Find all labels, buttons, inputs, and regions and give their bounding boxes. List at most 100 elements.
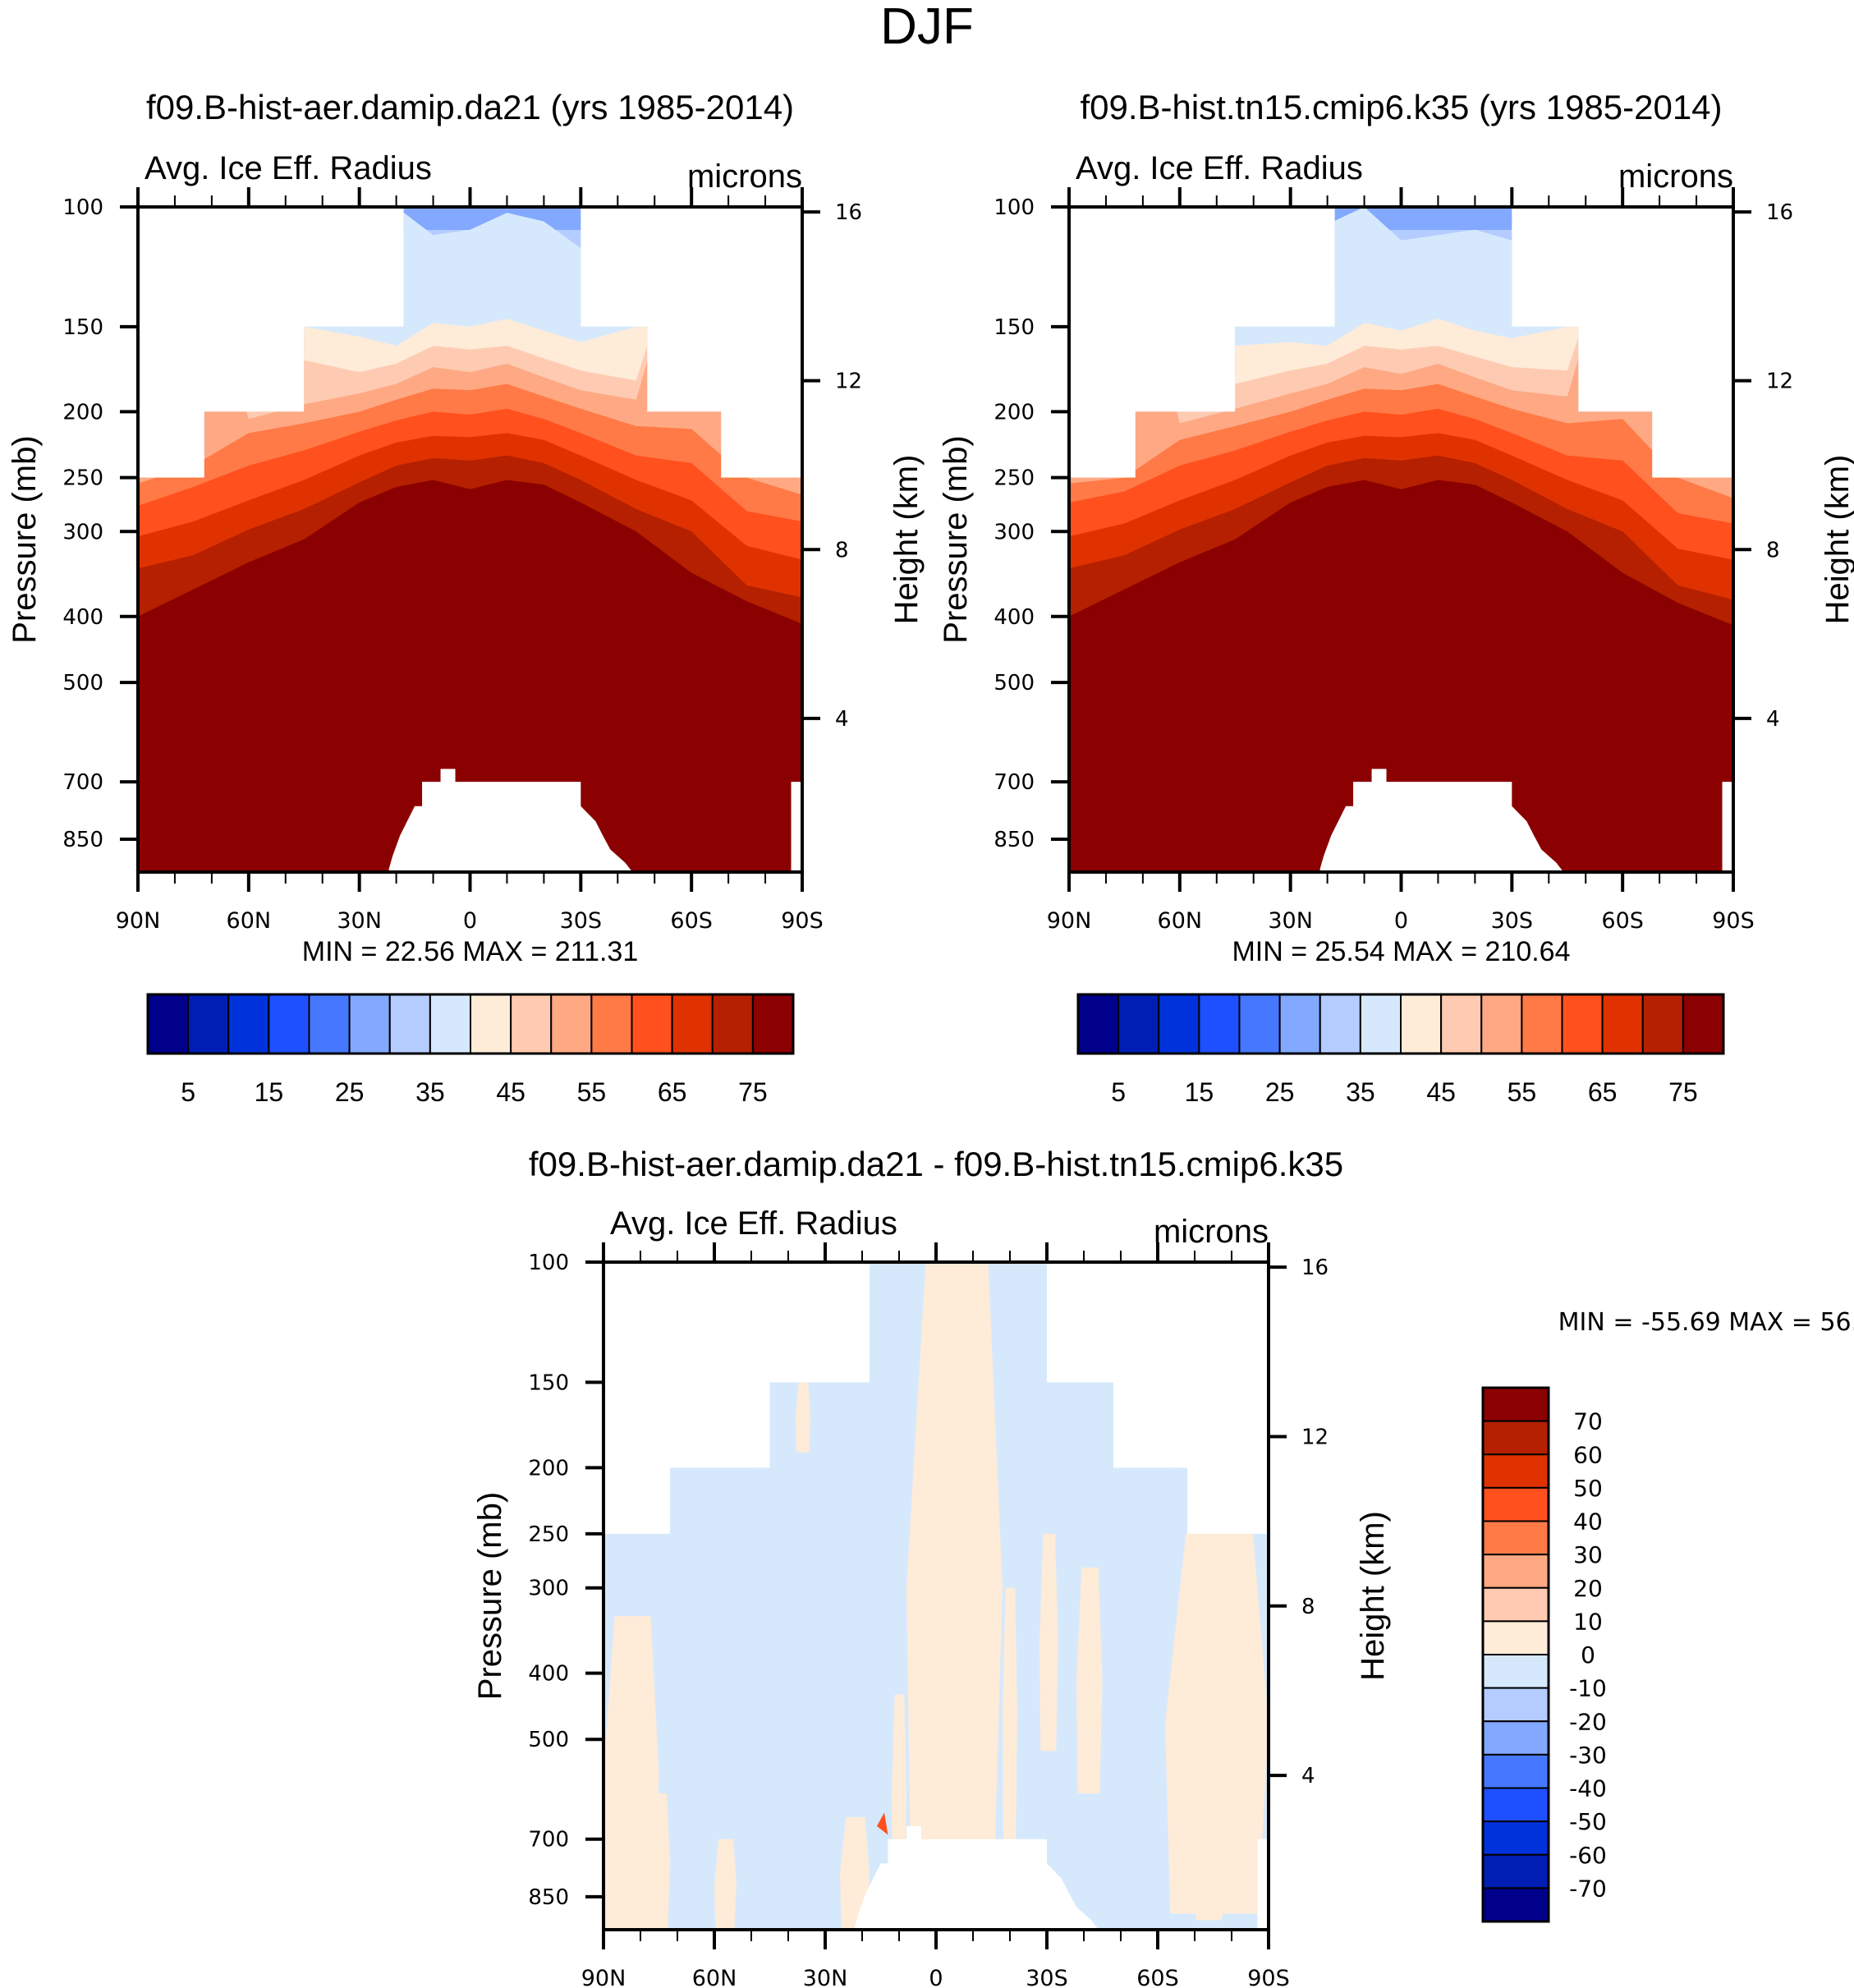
colorbar-box	[590, 994, 633, 1054]
colorbar-box	[1440, 994, 1483, 1054]
colorbar-label: 25	[1265, 1077, 1295, 1107]
right-string: microns	[687, 158, 802, 195]
y-tick-label-left: 150	[994, 315, 1035, 340]
x-tick-label: 90S	[1712, 908, 1755, 934]
surface-topography-antarctica	[791, 782, 802, 872]
colorbar-box	[671, 994, 714, 1054]
y-tick-label-right: 8	[1766, 538, 1780, 562]
colorbar-frame	[146, 993, 795, 1055]
contour-fill-0-10	[714, 1839, 737, 1930]
y-tick-label-left: 200	[994, 400, 1035, 425]
contour-fill-0-10	[1165, 1533, 1269, 1914]
colorbar-label: 65	[1588, 1077, 1618, 1107]
colorbar-box	[1482, 1586, 1549, 1623]
colorbar-box	[1482, 1520, 1549, 1556]
colorbar-label: -70	[1569, 1875, 1607, 1902]
contour-fill-level-75	[138, 480, 802, 872]
colorbar-box	[1482, 1820, 1549, 1856]
y-tick-label-right: 16	[835, 200, 862, 225]
x-tick-label: 60N	[1158, 908, 1203, 934]
min-max-stats: MIN = -55.69 MAX = 56.70	[1558, 1308, 1854, 1337]
colorbar-label: 35	[415, 1077, 445, 1107]
colorbar-box	[1561, 994, 1604, 1054]
colorbar-label: 30	[1573, 1541, 1603, 1568]
colorbar-box	[1359, 994, 1402, 1054]
data-area	[138, 207, 802, 872]
colorbar-box	[1319, 994, 1361, 1054]
colorbar-box	[631, 994, 673, 1054]
data-area	[1069, 207, 1733, 872]
colorbar-label: 25	[335, 1077, 365, 1107]
colorbar-label: 65	[658, 1077, 687, 1107]
x-tick-label: 90S	[1247, 1966, 1290, 1988]
x-tick-label: 90S	[781, 908, 824, 934]
colorbar-box	[1482, 1554, 1549, 1589]
y-tick-label-left: 200	[528, 1456, 569, 1481]
x-tick-label: 0	[463, 908, 477, 934]
y-axis-label-left: Pressure (mb)	[938, 435, 974, 643]
left-string: Avg. Ice Eff. Radius	[1076, 150, 1363, 186]
contour-fill-0-10	[1003, 1587, 1017, 1839]
colorbar-label: -40	[1569, 1775, 1607, 1802]
colorbar-label: 15	[255, 1077, 284, 1107]
colorbar-box	[227, 994, 270, 1054]
left-string: Avg. Ice Eff. Radius	[145, 150, 432, 186]
panel-2: 90N 60N 30N 0 30S 60S 90S 100 150 200 250 300 400 500…	[938, 88, 1854, 1107]
y-tick-label-left: 850	[528, 1885, 569, 1910]
colorbar-label: 5	[181, 1077, 195, 1107]
y-tick-label-left: 150	[62, 315, 103, 340]
x-tick-label: 90N	[1047, 908, 1092, 934]
x-tick-label: 30S	[1026, 1966, 1068, 1988]
colorbar-label: 40	[1573, 1508, 1603, 1536]
y-tick-label-left: 300	[528, 1577, 569, 1601]
x-tick-label: 30N	[803, 1966, 848, 1988]
colorbar-frame	[1481, 1386, 1550, 1923]
y-tick-label-left: 100	[528, 1251, 569, 1275]
panel-title: f09.B-hist-aer.damip.da21 - f09.B-hist.t…	[529, 1145, 1343, 1183]
contour-fill-0-10	[1195, 1896, 1224, 1921]
colorbar-box	[1482, 1853, 1549, 1889]
y-tick-label-left: 850	[62, 828, 103, 852]
y-tick-label-left: 700	[994, 770, 1035, 795]
y-tick-label-right: 4	[1301, 1764, 1315, 1788]
y-tick-label-right: 12	[1766, 370, 1793, 394]
colorbar-label: 45	[496, 1077, 525, 1107]
colorbar-frame	[1076, 993, 1725, 1055]
contour-fill-0-10	[751, 1382, 770, 1468]
contour-fill-0-10	[648, 1793, 670, 1930]
y-tick-label-left: 400	[528, 1662, 569, 1687]
x-tick-label: 30N	[1268, 908, 1313, 934]
colorbar-label: 0	[1581, 1641, 1595, 1669]
y-tick-label-right: 8	[1301, 1595, 1315, 1619]
colorbar-box	[1482, 1787, 1549, 1823]
x-tick-label: 60S	[670, 908, 713, 934]
right-string: microns	[1154, 1214, 1269, 1250]
figure-title: DJF	[880, 0, 974, 55]
y-tick-label-left: 250	[62, 466, 103, 491]
colorbar-label: 10	[1573, 1608, 1603, 1635]
y-tick-label-left: 100	[62, 195, 103, 220]
surface-topography	[855, 1825, 1099, 1930]
x-tick-label: 90N	[581, 1966, 626, 1988]
y-tick-label-right: 8	[835, 538, 849, 562]
colorbar-box	[187, 994, 230, 1054]
colorbar-label: 55	[1508, 1077, 1537, 1107]
y-tick-label-left: 100	[994, 195, 1035, 220]
colorbar-box	[1117, 994, 1160, 1054]
panel-3: 90N 60N 30N 0 30S 60S 90S100150200250300400500…	[472, 1145, 1854, 1988]
colorbar-box	[308, 994, 351, 1054]
y-tick-label-left: 250	[994, 466, 1035, 491]
y-tick-label-left: 700	[62, 770, 103, 795]
surface-topography	[1319, 769, 1564, 872]
x-tick-label: 30N	[337, 908, 382, 934]
colorbar-label: 45	[1426, 1077, 1456, 1107]
colorbar-box	[1400, 994, 1443, 1054]
colorbar-box	[429, 994, 471, 1054]
colorbar-box	[1682, 994, 1724, 1054]
colorbar-box	[268, 994, 310, 1054]
y-tick-label-left: 200	[62, 400, 103, 425]
y-tick-label-left: 300	[994, 520, 1035, 544]
y-tick-label-left: 700	[528, 1828, 569, 1853]
y-tick-label-left: 500	[994, 671, 1035, 696]
y-axis-label-left: Pressure (mb)	[472, 1492, 508, 1700]
